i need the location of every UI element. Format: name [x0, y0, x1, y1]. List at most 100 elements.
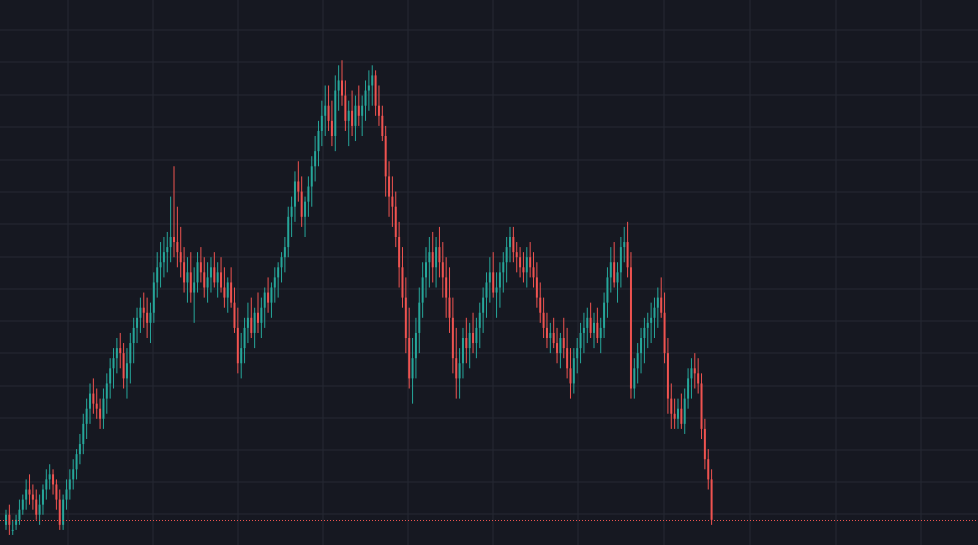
candle: [582, 312, 585, 354]
candle: [243, 317, 246, 364]
candle: [183, 247, 186, 293]
candle-body: [220, 272, 223, 288]
candle: [193, 267, 196, 323]
candle-body: [545, 327, 548, 338]
candle-body: [636, 353, 639, 369]
candle-body: [572, 358, 575, 384]
candle: [89, 383, 91, 424]
candle-body: [586, 317, 589, 328]
candle-body: [623, 242, 626, 248]
candle: [640, 327, 643, 374]
candle-body: [683, 398, 686, 424]
candle-body: [512, 237, 515, 253]
candle: [572, 348, 575, 394]
candle: [341, 60, 343, 106]
candle-body: [105, 383, 108, 399]
candle: [206, 262, 209, 303]
candle-body: [425, 262, 427, 278]
candle-body: [109, 368, 112, 384]
candle-body: [28, 489, 31, 495]
candle-body: [515, 252, 518, 258]
candle: [196, 252, 199, 293]
candle: [169, 196, 172, 263]
candle: [683, 388, 686, 434]
candle: [438, 226, 441, 278]
candle: [72, 459, 75, 490]
candle-body: [287, 216, 290, 248]
candle: [5, 509, 7, 530]
candle-body: [341, 80, 343, 96]
candle: [287, 206, 290, 258]
candle: [129, 332, 132, 384]
candle-body: [411, 358, 414, 379]
candle-body: [52, 474, 55, 485]
candle-body: [300, 191, 303, 217]
candle: [213, 252, 216, 288]
candle-body: [384, 136, 387, 177]
candle-body: [606, 277, 609, 303]
candle-body: [260, 307, 263, 323]
candle: [327, 85, 330, 131]
candle-body: [377, 105, 380, 116]
candle: [579, 322, 582, 364]
candle-body: [236, 327, 239, 364]
candle: [606, 267, 609, 318]
candle: [542, 297, 545, 338]
candle-body: [482, 297, 485, 313]
candle-body: [455, 358, 458, 379]
candle-body: [616, 272, 619, 283]
candle: [82, 413, 85, 455]
candle: [613, 242, 616, 288]
candle-body: [626, 242, 629, 268]
candle: [166, 231, 169, 273]
candle-body: [505, 247, 508, 263]
candle: [532, 252, 535, 288]
candle: [502, 252, 505, 293]
candle-body: [314, 151, 317, 167]
candle: [421, 262, 424, 318]
candle: [653, 297, 656, 338]
candle-body: [663, 312, 666, 354]
candle-body: [687, 378, 690, 399]
candle: [142, 292, 145, 328]
candle-body: [280, 257, 283, 268]
candle: [209, 257, 212, 293]
candle-body: [509, 237, 511, 248]
candle: [646, 312, 649, 349]
candle: [283, 237, 286, 273]
candle: [263, 287, 266, 328]
candle: [277, 262, 280, 298]
candle: [361, 95, 364, 136]
candle: [539, 282, 542, 323]
candle-body: [112, 358, 115, 369]
candle: [149, 302, 152, 344]
candle-body: [418, 302, 421, 333]
candle: [599, 317, 602, 354]
candle: [75, 449, 78, 480]
candle-body: [364, 90, 367, 106]
candle: [505, 237, 508, 283]
candle: [656, 287, 659, 328]
candle-body: [213, 267, 216, 283]
candle-body: [344, 95, 347, 121]
candle: [431, 231, 434, 283]
candle: [11, 519, 14, 535]
candle: [115, 338, 118, 374]
candle-body: [48, 474, 51, 480]
candle: [677, 398, 679, 429]
candle: [230, 267, 233, 308]
candle: [388, 161, 391, 217]
candle: [693, 353, 696, 389]
candle-body: [656, 297, 659, 308]
candle: [223, 267, 226, 308]
candle: [41, 484, 44, 515]
candle: [307, 176, 310, 217]
candle-body: [472, 332, 475, 344]
candle: [290, 196, 293, 237]
candle-body: [388, 176, 391, 197]
candle-body: [703, 428, 706, 460]
candle: [626, 221, 629, 278]
candle-body: [519, 257, 522, 268]
